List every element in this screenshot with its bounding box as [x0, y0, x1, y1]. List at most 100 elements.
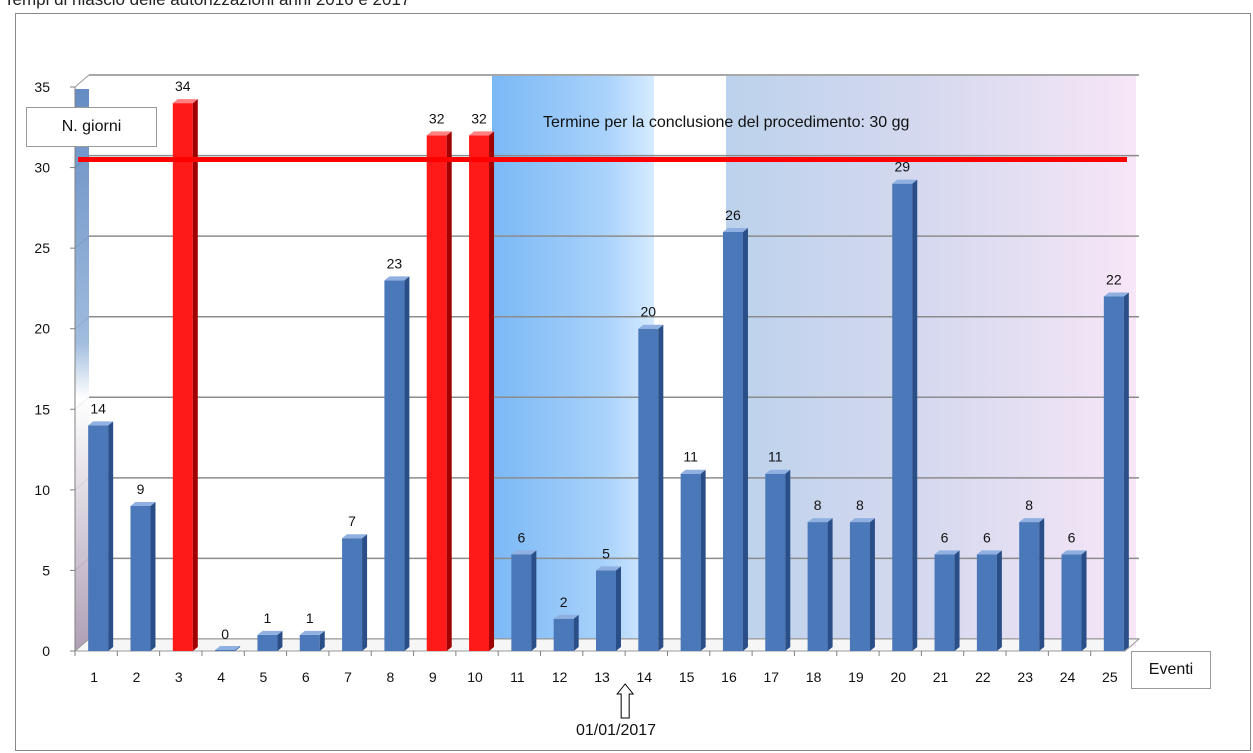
- data-label: 8: [1025, 497, 1033, 513]
- bar-side: [192, 99, 198, 652]
- bar-top: [511, 550, 537, 555]
- bar-top: [257, 630, 283, 635]
- x-tick-label: 10: [467, 669, 483, 685]
- x-tick-label: 4: [217, 669, 225, 685]
- bar: [511, 550, 537, 651]
- y-tick-label: 5: [42, 562, 50, 578]
- x-tick-label: 9: [429, 669, 437, 685]
- bar-side: [827, 518, 833, 651]
- bar-top: [384, 276, 410, 281]
- bar: [638, 324, 664, 651]
- gridline-diag: [74, 74, 90, 88]
- x-tick-label: 13: [594, 669, 610, 685]
- data-label: 5: [602, 545, 610, 561]
- x-tick-label: 23: [1017, 669, 1033, 685]
- bar-face: [934, 554, 955, 651]
- bar-top: [1103, 292, 1129, 297]
- bar-top: [426, 131, 452, 136]
- bar-face: [215, 650, 236, 651]
- x-tick-label: 1: [90, 669, 98, 685]
- bar-top: [934, 550, 960, 555]
- data-label: 32: [429, 110, 445, 126]
- bar-side: [742, 228, 748, 651]
- bar-top: [596, 566, 621, 571]
- bar: [596, 566, 621, 651]
- data-label: 6: [941, 529, 949, 545]
- bar: [722, 228, 748, 651]
- bar-top: [1061, 550, 1087, 555]
- bar: [469, 131, 495, 652]
- y-axis-label: N. giorni: [26, 107, 157, 147]
- bar: [426, 131, 452, 652]
- bar: [807, 518, 833, 651]
- bar-side: [1081, 550, 1087, 651]
- bar-face: [1019, 522, 1040, 651]
- bar-side: [150, 501, 156, 651]
- bar: [88, 421, 114, 651]
- bar-top: [976, 550, 1002, 555]
- date-marker-label: 01/01/2017: [576, 722, 657, 739]
- bar-face: [469, 135, 490, 652]
- data-label: 2: [560, 594, 568, 610]
- y-tick-labels: 0 5 10 15 20 25 30 35: [34, 79, 50, 659]
- side-wall: [75, 89, 89, 651]
- bar-face: [765, 473, 786, 651]
- x-tick-label: 7: [344, 669, 352, 685]
- x-tick-label: 21: [933, 669, 949, 685]
- data-label: 8: [814, 497, 822, 513]
- bar-side: [700, 469, 706, 651]
- y-tick-label: 25: [34, 240, 50, 256]
- x-tick-label: 19: [848, 669, 864, 685]
- bar: [849, 518, 875, 651]
- x-tick-label: 11: [510, 669, 525, 685]
- data-label: 11: [683, 449, 698, 465]
- bar: [215, 646, 241, 651]
- data-label: 14: [90, 400, 106, 416]
- y-tick-label: 20: [34, 321, 50, 337]
- data-label: 6: [983, 529, 991, 545]
- x-tick-label: 8: [387, 669, 395, 685]
- bar-top: [553, 614, 579, 619]
- bar-face: [892, 183, 913, 651]
- data-label: 34: [175, 78, 191, 94]
- bar-face: [511, 554, 532, 651]
- bar-side: [235, 646, 241, 651]
- bar: [892, 179, 918, 651]
- x-axis-label: Eventi: [1131, 651, 1211, 689]
- bar: [680, 469, 706, 651]
- bar-side: [362, 534, 368, 651]
- bar-side: [1039, 518, 1045, 651]
- x-tick-label: 12: [552, 669, 568, 685]
- data-label: 26: [725, 207, 741, 223]
- bar-top: [638, 324, 664, 329]
- y-tick-label: 35: [34, 79, 50, 95]
- bar-side: [531, 550, 537, 651]
- bar: [934, 550, 960, 651]
- bar-face: [426, 135, 447, 652]
- y-tick-label: 30: [34, 160, 50, 176]
- bar-top: [88, 421, 114, 426]
- data-label: 11: [768, 449, 783, 465]
- bar-side: [446, 131, 452, 652]
- bar-top: [469, 131, 495, 136]
- data-label: 7: [348, 513, 356, 529]
- data-label: 6: [517, 529, 525, 545]
- x-tick-label: 24: [1060, 669, 1076, 685]
- data-label: 0: [221, 626, 229, 642]
- data-label: 23: [387, 255, 403, 271]
- bar-top: [130, 501, 156, 506]
- x-tick-label: 14: [637, 669, 653, 685]
- bar-top: [722, 228, 748, 233]
- bar-face: [342, 538, 363, 651]
- bar-face: [1061, 554, 1082, 651]
- bar: [299, 630, 325, 651]
- bar: [765, 469, 791, 651]
- y-tick-label: 10: [34, 482, 50, 498]
- data-label: 22: [1106, 271, 1122, 287]
- bar-side: [869, 518, 875, 651]
- bar-top: [892, 179, 918, 184]
- bar: [1061, 550, 1087, 651]
- bar-side: [785, 469, 791, 651]
- bar: [342, 534, 368, 651]
